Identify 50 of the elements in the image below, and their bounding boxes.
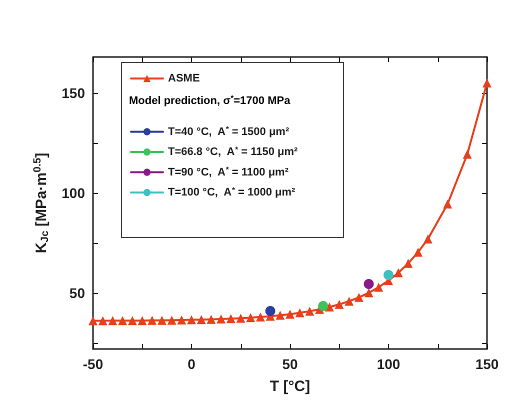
y-tick-label: 100	[62, 185, 86, 201]
point	[324, 302, 334, 312]
point	[344, 296, 354, 306]
point	[374, 282, 384, 292]
point	[276, 310, 285, 320]
y-tick-label: 50	[69, 285, 86, 301]
point	[118, 316, 128, 326]
x-tick-label: 50	[282, 356, 298, 372]
point	[423, 234, 432, 244]
point	[246, 313, 256, 322]
point	[404, 258, 413, 268]
point	[226, 314, 236, 324]
legend-label: ASME	[168, 72, 200, 84]
point	[334, 300, 344, 309]
x-tick-label: 150	[475, 356, 499, 372]
point	[148, 316, 157, 325]
point	[384, 270, 394, 280]
point	[187, 315, 196, 324]
point	[167, 316, 176, 325]
y-axis-title: KJc [MPa·m0.5]	[32, 152, 52, 254]
point	[414, 248, 423, 257]
point	[256, 312, 265, 322]
point	[354, 292, 364, 302]
x-axis-title: T [°C]	[270, 378, 310, 395]
point	[196, 315, 206, 324]
point	[128, 316, 137, 326]
point	[318, 301, 328, 311]
point	[138, 316, 147, 326]
x-tick-label: 0	[188, 356, 196, 372]
point	[364, 288, 374, 298]
point	[236, 314, 246, 323]
point	[206, 314, 216, 324]
point	[88, 316, 98, 326]
point	[482, 78, 492, 88]
point	[443, 200, 452, 208]
x-tick-label: 100	[376, 356, 400, 372]
point	[108, 316, 118, 326]
point	[295, 308, 304, 318]
point	[305, 306, 314, 316]
point	[286, 310, 294, 319]
point	[394, 268, 403, 278]
point	[157, 316, 166, 325]
point	[177, 316, 186, 324]
point	[462, 150, 472, 159]
x-tick-label: -50	[82, 356, 104, 372]
point	[265, 306, 276, 316]
point	[216, 314, 226, 324]
point	[364, 279, 374, 289]
y-tick-label: 150	[62, 85, 86, 101]
point	[98, 316, 108, 326]
